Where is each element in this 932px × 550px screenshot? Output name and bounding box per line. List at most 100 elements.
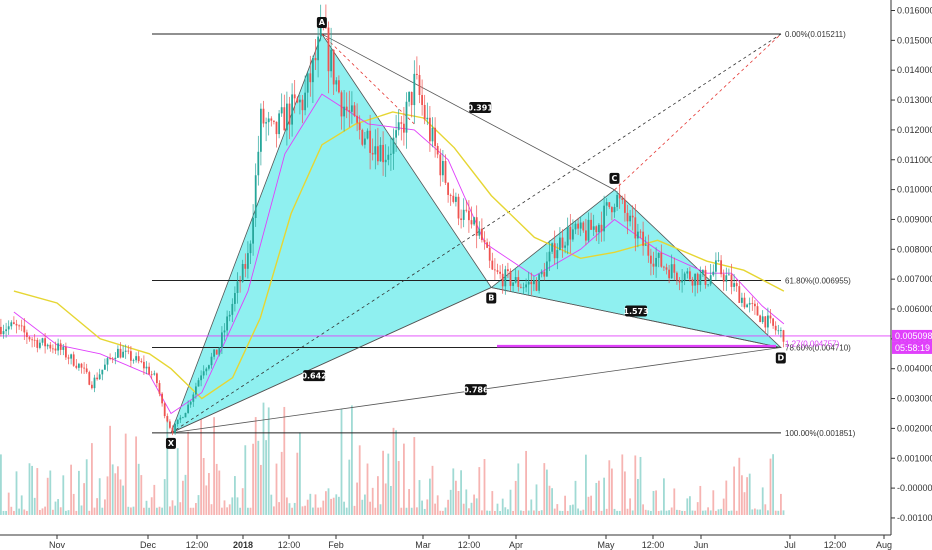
- candle-body: [665, 267, 668, 270]
- volume-bar: [161, 507, 163, 515]
- candle-body: [369, 130, 371, 153]
- candle-body: [668, 269, 670, 279]
- volume-bar: [449, 489, 452, 515]
- candle-body: [637, 231, 639, 239]
- volume-bar: [70, 464, 72, 515]
- volume-bar: [351, 405, 353, 515]
- candle-body: [390, 153, 392, 155]
- candle-body: [564, 245, 566, 248]
- fib-level-label-3: 100.00%(0.001851): [785, 429, 856, 438]
- volume-bar: [306, 499, 309, 515]
- candle-body: [572, 229, 574, 240]
- candle-body: [761, 316, 764, 323]
- volume-bar: [343, 501, 345, 515]
- volume-bar: [720, 508, 722, 515]
- volume-bar: [314, 494, 317, 515]
- ratio-line-BD: [491, 287, 781, 348]
- pattern-point-b: B: [486, 292, 497, 304]
- volume-bar: [143, 507, 145, 515]
- candle-body: [72, 354, 75, 366]
- candle-body: [387, 154, 390, 160]
- volume-bar: [715, 510, 717, 515]
- volume-bar: [364, 494, 366, 515]
- volume-bar: [540, 510, 543, 515]
- volume-bar: [439, 510, 442, 515]
- volume-bar: [158, 506, 161, 515]
- candle-body: [741, 297, 743, 303]
- candle-body: [509, 271, 512, 286]
- candle-body: [670, 264, 673, 279]
- price-tick-label: 0.001000: [897, 453, 932, 463]
- candle-body: [397, 122, 400, 131]
- volume-bar: [98, 478, 101, 515]
- candle-body: [366, 130, 369, 139]
- candle-body: [371, 152, 374, 155]
- projection-line-dotted: [170, 33, 782, 434]
- candle-body: [403, 123, 405, 133]
- volume-bar: [772, 454, 774, 515]
- price-axis[interactable]: 0.016000 0.015000 0.014000 0.013000 0.012000…: [890, 0, 932, 535]
- volume-bar: [660, 510, 663, 515]
- volume-bar: [559, 510, 561, 515]
- candle-body: [205, 368, 208, 372]
- candle-body: [447, 182, 449, 195]
- price-tick-label: 0.007000: [897, 274, 932, 284]
- candle-body: [457, 196, 460, 219]
- candle-body: [166, 416, 169, 422]
- last-price-tag-label: 0.005098: [895, 331, 932, 341]
- time-axis[interactable]: Nov Dec 12:00 2018 12:00 Feb Mar 12:00 Apr May 12:…: [0, 534, 892, 550]
- volume-bar: [579, 510, 582, 515]
- candle-body: [291, 94, 293, 125]
- pattern-point-a: A: [316, 17, 327, 29]
- candle-body: [395, 130, 397, 138]
- candle-body: [754, 303, 756, 307]
- volume-bar: [631, 510, 634, 515]
- candle-body: [270, 118, 273, 121]
- candle-body: [496, 270, 499, 272]
- volume-bar: [257, 440, 260, 515]
- volume-bar: [293, 502, 296, 515]
- candle-body: [192, 394, 195, 402]
- volume-bar: [421, 500, 423, 515]
- ratio-label-text: 0.391: [468, 103, 494, 112]
- candle-body: [608, 202, 611, 208]
- candle-body: [382, 144, 384, 163]
- volume-bar: [473, 494, 475, 515]
- candle-body: [215, 349, 218, 355]
- volume-bar: [382, 450, 384, 515]
- candle-body: [405, 101, 408, 133]
- volume-bar: [707, 507, 709, 515]
- volume-bar: [65, 510, 67, 515]
- volume-bar: [400, 507, 403, 515]
- volume-bar: [413, 437, 416, 515]
- candle-body: [104, 364, 106, 370]
- volume-bar: [780, 493, 782, 515]
- volume-bar: [296, 452, 299, 515]
- candle-body: [691, 279, 694, 286]
- volume-bar: [403, 443, 405, 515]
- volume-bar: [624, 471, 626, 515]
- candle-body: [520, 286, 522, 288]
- candle-body: [299, 99, 301, 103]
- candle-body: [200, 375, 202, 381]
- candle-body: [582, 222, 585, 231]
- countdown-tag-label: 05:58:19: [895, 343, 930, 353]
- volume-bar: [663, 478, 665, 515]
- volume-bar: [442, 510, 444, 515]
- volume-bar: [132, 506, 135, 515]
- candle-body: [301, 99, 304, 111]
- candle-body: [392, 137, 395, 154]
- candle-body: [418, 74, 421, 96]
- candle-body: [442, 161, 444, 176]
- price-tick-label: 0.012000: [897, 125, 932, 135]
- volume-bar: [587, 496, 590, 515]
- candle-body: [124, 350, 127, 352]
- volume-bar: [520, 510, 522, 515]
- volume-bar: [189, 507, 192, 515]
- volume-bar: [483, 459, 486, 515]
- time-tick-label: 2018: [233, 540, 253, 550]
- volume-bar: [182, 480, 184, 515]
- candle-body: [28, 337, 31, 340]
- countdown-tag: 05:58:19: [892, 341, 932, 354]
